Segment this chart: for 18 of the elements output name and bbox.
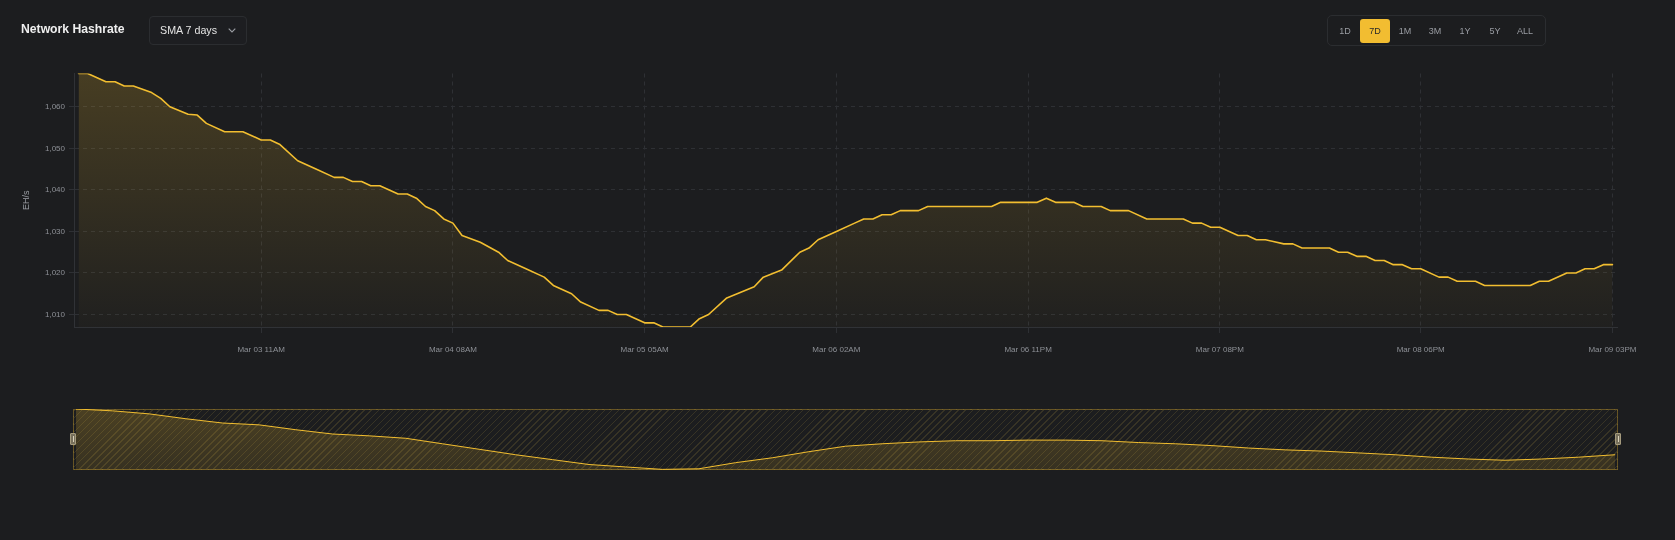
- y-tick-label: 1,040: [44, 185, 66, 195]
- dropdown-field: SMA 7 days: [149, 16, 247, 45]
- y-tick-label: 1,010: [44, 309, 66, 319]
- button-group: 1D 7D 1M 3M 1Y 5Y ALL: [1327, 15, 1546, 46]
- x-tick-label: Mar 07 08PM: [1195, 345, 1245, 354]
- x-tick-label: Mar 03 11AM: [237, 345, 286, 354]
- y-tick-label: 1,020: [44, 268, 66, 278]
- x-tick-label: Mar 08 06PM: [1396, 345, 1446, 354]
- y-tick-label: 1,050: [44, 143, 66, 153]
- x-tick-label: Mar 06 11PM: [1004, 345, 1053, 354]
- x-tick-label: Mar 06 02AM: [812, 345, 861, 354]
- x-tick-label: Mar 04 08AM: [428, 345, 478, 354]
- y-tick-label: 1,030: [44, 226, 66, 236]
- chart-title: Network Hashrate: [21, 22, 125, 36]
- y-tick-label: 1,060: [44, 101, 66, 111]
- x-tick-label: Mar 09 03PM: [1588, 345, 1637, 354]
- y-axis-title: EH/s: [21, 190, 32, 211]
- x-tick-label: Mar 05 05AM: [620, 345, 669, 354]
